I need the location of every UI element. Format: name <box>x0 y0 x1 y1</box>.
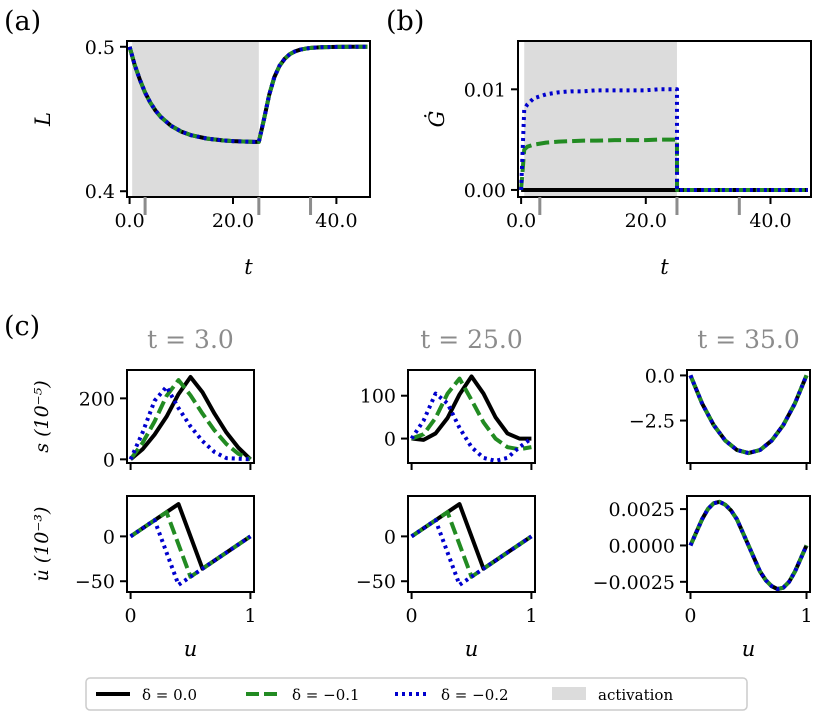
series-line-0 <box>411 374 532 442</box>
plot-frame <box>126 40 371 198</box>
x-tick-label: 1 <box>244 605 256 627</box>
series-line-2 <box>688 374 809 456</box>
panel-c4: 0 1 0 −50 u u̇ (10⁻³) <box>31 495 256 661</box>
panel-title: t = 25.0 <box>420 325 523 354</box>
x-tick-label: 0 <box>406 605 418 627</box>
y-tick-label: 0 <box>103 449 115 471</box>
y-tick-label: 0 <box>384 526 396 548</box>
series-line-2 <box>129 518 252 587</box>
series-line-0 <box>410 502 533 571</box>
plot-frame <box>686 369 811 464</box>
x-tick-label: 40.0 <box>315 210 357 232</box>
series-line-1 <box>410 376 532 452</box>
panel-b: 0.0 20.0 40.0 0.00 0.01 t Ġ (b) <box>386 6 812 279</box>
y-tick-label: 0 <box>384 429 396 451</box>
y-tick-label: 0.0 <box>645 365 675 387</box>
x-tick-label: 1 <box>525 605 537 627</box>
y-tick-label: 0.0000 <box>609 535 675 557</box>
x-tick-label: 20.0 <box>625 210 667 232</box>
plot-frame <box>126 495 255 593</box>
y-axis-label: u̇ (10⁻³) <box>31 507 53 582</box>
y-tick-label: 0.01 <box>464 79 506 101</box>
y-tick-label: 0.4 <box>85 181 115 203</box>
legend-label-3: activation <box>598 686 673 704</box>
series-line-2 <box>410 518 533 587</box>
y-tick-label: 100 <box>360 386 396 408</box>
series-line-2 <box>519 87 808 192</box>
panel-title: t = 3.0 <box>147 325 234 354</box>
series-line-2 <box>409 391 533 463</box>
panel-a: 0.0 20.0 40.0 0.4 0.5 t L (a) <box>4 6 371 279</box>
plot-area <box>128 375 252 462</box>
x-tick-label: 40.0 <box>749 210 791 232</box>
y-tick-label: −0.0025 <box>593 572 675 594</box>
plot-area <box>127 44 368 144</box>
x-tick-label: 0 <box>684 605 696 627</box>
plot-area <box>129 502 252 587</box>
y-tick-label: 0.00 <box>464 180 506 202</box>
panel-c6: 0 1 0.0025 0.0000 −0.0025 u <box>593 495 813 661</box>
series-line-1 <box>519 137 808 192</box>
legend-label-0: δ = 0.0 <box>142 686 197 704</box>
y-tick-label: −50 <box>356 571 396 593</box>
panel-label: (a) <box>4 6 41 37</box>
panel-label: (c) <box>4 311 40 342</box>
series-line-1 <box>688 499 809 592</box>
x-tick-label: 0 <box>125 605 137 627</box>
panel-c1: 0 200 s (10⁻⁵) t = 3.0 (c) <box>4 311 255 471</box>
plot-area <box>688 374 809 456</box>
panel-title: t = 35.0 <box>697 325 800 354</box>
y-tick-label: −50 <box>75 571 115 593</box>
y-tick-label: −2.5 <box>629 411 675 433</box>
series-line-2 <box>688 499 809 592</box>
y-axis-label: L <box>31 112 55 127</box>
y-axis-label: Ġ <box>424 111 449 128</box>
x-tick-label: 0.0 <box>506 210 536 232</box>
legend-swatch-activation <box>552 687 586 700</box>
panel-c5: 0 1 0 −50 u <box>356 495 537 661</box>
series-line-1 <box>127 44 368 144</box>
y-tick-label: 0.5 <box>85 37 115 59</box>
x-axis-label: t <box>244 255 253 279</box>
plot-area <box>409 374 533 463</box>
activation-region <box>132 41 259 197</box>
x-axis-label: u <box>465 637 479 661</box>
legend: δ = 0.0 δ = −0.1 δ = −0.2 activation <box>85 677 748 711</box>
panel-c2: 0 100 t = 25.0 <box>360 325 536 470</box>
x-axis-label: u <box>184 637 198 661</box>
x-tick-label: 20.0 <box>212 210 254 232</box>
y-tick-label: 0 <box>103 526 115 548</box>
x-tick-label: 0.0 <box>114 210 144 232</box>
y-tick-label: 200 <box>79 388 115 410</box>
legend-label-2: δ = −0.2 <box>441 686 509 704</box>
series-line-1 <box>410 510 533 579</box>
series-line-1 <box>128 378 252 462</box>
series-line-0 <box>129 502 252 571</box>
activation-region <box>524 41 677 197</box>
legend-label-1: δ = −0.1 <box>292 686 360 704</box>
x-tick-label: 1 <box>800 605 812 627</box>
plot-frame <box>126 369 255 464</box>
plot-area <box>519 87 808 192</box>
plot-area <box>410 502 533 587</box>
plot-frame <box>517 40 812 198</box>
panel-c3: 0.0 −2.5 t = 35.0 <box>629 325 811 470</box>
series-line-0 <box>129 375 252 461</box>
x-axis-label: t <box>660 255 669 279</box>
plot-frame <box>686 495 811 593</box>
plot-area <box>688 499 809 592</box>
plot-frame <box>407 369 536 464</box>
y-tick-label: 0.0025 <box>609 499 675 521</box>
y-axis-label: s (10⁻⁵) <box>31 380 53 452</box>
series-line-2 <box>128 384 251 462</box>
x-axis-label: u <box>742 637 756 661</box>
plot-frame <box>407 495 536 593</box>
series-line-1 <box>129 510 252 579</box>
panel-label: (b) <box>386 6 424 37</box>
